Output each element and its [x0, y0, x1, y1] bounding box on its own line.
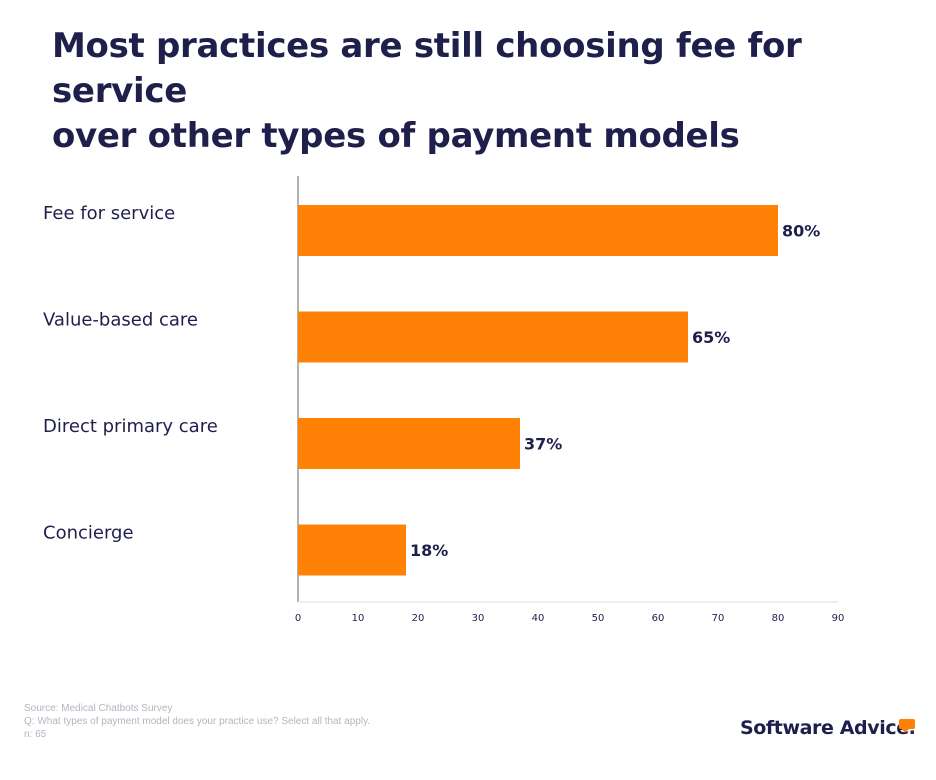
bar — [298, 311, 688, 363]
software-advice-logo: Software Advice. — [740, 717, 916, 739]
x-tick-label: 40 — [532, 613, 545, 624]
source-note: Source: Medical Chatbots Survey — [24, 703, 173, 714]
bar — [298, 205, 778, 256]
sample-size-note: n: 65 — [24, 729, 47, 740]
bar-chart: Fee for service 80% Value-based care 65% Dir… — [43, 176, 845, 624]
chart-title-line: Most practices are still choosing fee fo… — [52, 26, 802, 111]
chart-title-line: over other types of payment models — [52, 116, 740, 156]
category-label: Value-based care — [43, 310, 198, 331]
x-tick-label: 80 — [772, 613, 785, 624]
x-tick-label: 20 — [412, 613, 425, 624]
x-tick-label: 50 — [592, 613, 605, 624]
bar — [298, 524, 406, 576]
chart-title: Most practices are still choosing fee fo… — [52, 24, 912, 159]
x-tick-label: 30 — [472, 613, 485, 624]
data-label: 80% — [782, 222, 820, 241]
data-label: 65% — [692, 328, 730, 347]
x-tick-label: 90 — [832, 613, 845, 624]
data-label: 18% — [410, 541, 448, 560]
x-tick-label: 70 — [712, 613, 725, 624]
speech-bubble-icon — [899, 719, 915, 733]
question-note: Q: What types of payment model does your… — [24, 716, 371, 727]
category-label: Direct primary care — [43, 416, 218, 437]
chart-footnote: Source: Medical Chatbots Survey Q: What … — [24, 702, 370, 741]
x-tick-label: 60 — [652, 613, 665, 624]
x-tick-label: 10 — [352, 613, 365, 624]
category-label: Fee for service — [43, 203, 175, 224]
bar — [298, 418, 520, 469]
category-label: Concierge — [43, 523, 134, 544]
data-label: 37% — [524, 435, 562, 454]
x-tick-label: 0 — [295, 613, 301, 624]
